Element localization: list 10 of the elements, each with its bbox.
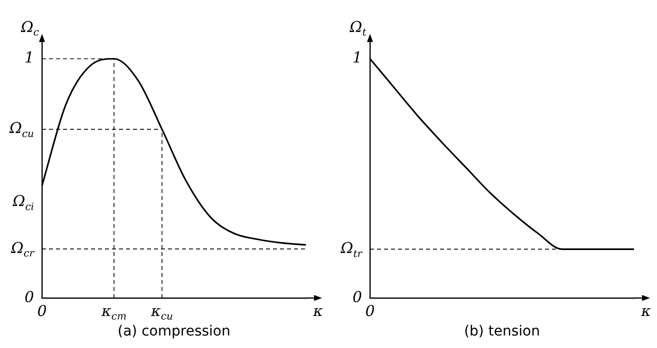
x-tick-label: 0: [37, 302, 48, 320]
y-tick-label: 1: [24, 48, 34, 67]
text: (b) tension: [464, 324, 540, 340]
y-tick-label: 1: [352, 48, 362, 67]
y-tick-label: 0: [352, 288, 362, 306]
x-axis-title: κ: [312, 302, 324, 320]
x-axis-title: κ: [640, 302, 652, 320]
y-tick-label: 0: [24, 288, 34, 306]
x-tick-label: 0: [365, 302, 376, 320]
text: (a) compression: [118, 324, 230, 340]
